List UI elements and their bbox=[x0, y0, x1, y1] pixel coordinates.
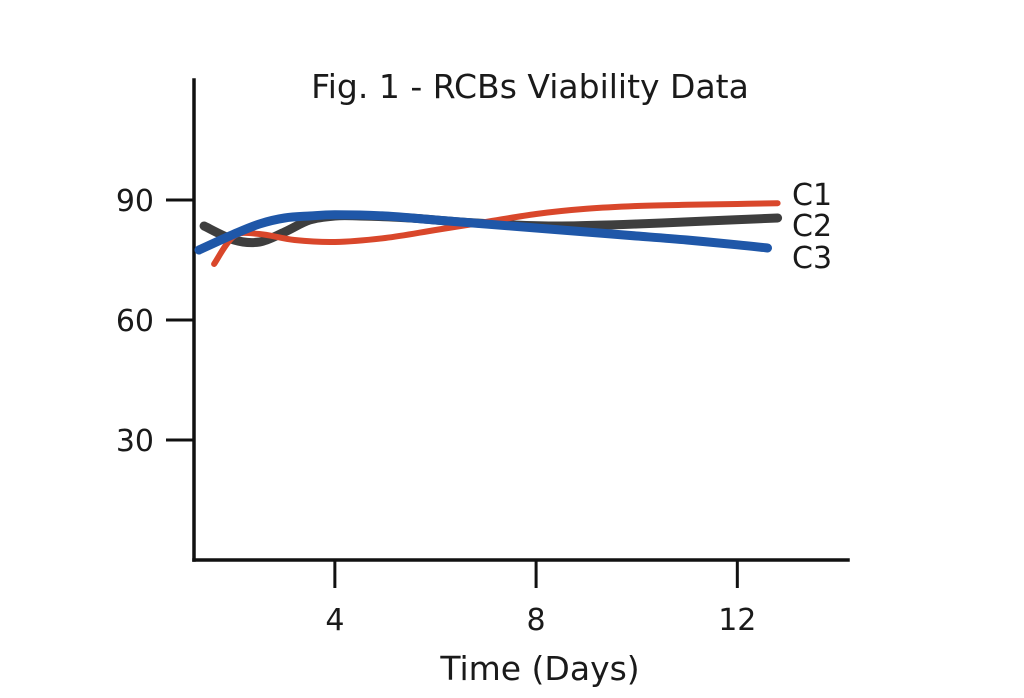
y-tick-label: 30 bbox=[116, 424, 154, 459]
y-axis-ticks: 30 60 90 bbox=[116, 184, 194, 459]
y-tick-label: 90 bbox=[116, 184, 154, 219]
series-label-c1: C1 bbox=[792, 178, 832, 213]
x-tick-label: 8 bbox=[527, 603, 546, 638]
x-tick-label: 4 bbox=[325, 603, 344, 638]
series-line-c3 bbox=[194, 210, 772, 255]
x-axis-title: Time (Days) bbox=[439, 649, 639, 688]
series-label-c3: C3 bbox=[792, 241, 832, 276]
chart-title: Fig. 1 - RCBs Viability Data bbox=[311, 67, 749, 106]
x-axis-ticks: 4 8 12 bbox=[325, 560, 756, 638]
y-tick-label: 60 bbox=[116, 304, 154, 339]
x-tick-label: 12 bbox=[718, 603, 756, 638]
series-lines bbox=[194, 200, 783, 267]
series-label-c2: C2 bbox=[792, 209, 832, 244]
